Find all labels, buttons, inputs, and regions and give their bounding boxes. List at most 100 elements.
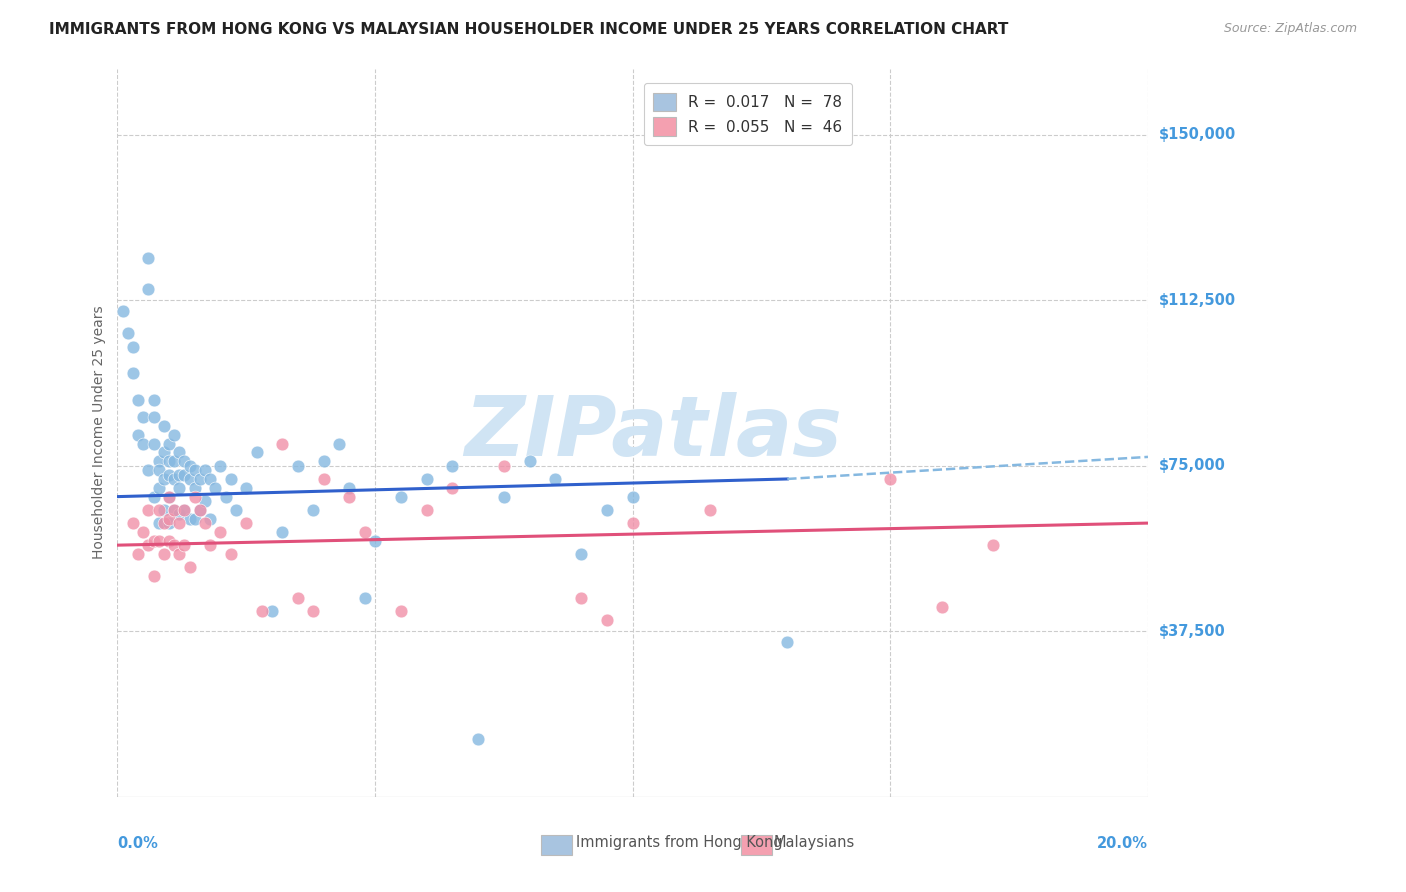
Point — [173, 503, 195, 517]
Point — [441, 458, 464, 473]
Point — [337, 481, 360, 495]
Point — [138, 463, 160, 477]
Point — [287, 458, 309, 473]
Point — [198, 511, 221, 525]
Point — [179, 458, 201, 473]
Point — [198, 472, 221, 486]
Point — [519, 454, 541, 468]
Legend: R =  0.017   N =  78, R =  0.055   N =  46: R = 0.017 N = 78, R = 0.055 N = 46 — [644, 84, 852, 145]
Point — [271, 436, 294, 450]
Y-axis label: Householder Income Under 25 years: Householder Income Under 25 years — [93, 306, 107, 559]
Point — [138, 538, 160, 552]
Point — [389, 604, 412, 618]
Point — [157, 533, 180, 548]
Point — [184, 463, 207, 477]
Point — [184, 490, 207, 504]
Point — [148, 516, 170, 530]
Point — [179, 472, 201, 486]
Point — [312, 454, 335, 468]
Point — [287, 591, 309, 606]
Point — [596, 613, 619, 627]
Point — [194, 494, 217, 508]
Point — [250, 604, 273, 618]
Point — [142, 392, 165, 407]
Point — [225, 503, 247, 517]
Text: IMMIGRANTS FROM HONG KONG VS MALAYSIAN HOUSEHOLDER INCOME UNDER 25 YEARS CORRELA: IMMIGRANTS FROM HONG KONG VS MALAYSIAN H… — [49, 22, 1008, 37]
Point — [353, 591, 375, 606]
Point — [163, 454, 186, 468]
Point — [157, 516, 180, 530]
Point — [214, 490, 236, 504]
Point — [132, 524, 155, 539]
Text: ZIPatlas: ZIPatlas — [464, 392, 842, 473]
Point — [169, 481, 191, 495]
Point — [569, 547, 592, 561]
Point — [173, 503, 195, 517]
Point — [163, 538, 186, 552]
Point — [157, 490, 180, 504]
Point — [153, 516, 176, 530]
Point — [596, 503, 619, 517]
Point — [699, 503, 721, 517]
Text: Immigrants from Hong Kong: Immigrants from Hong Kong — [576, 836, 783, 850]
Point — [157, 467, 180, 482]
Point — [122, 516, 145, 530]
Point — [122, 340, 145, 354]
Point — [188, 472, 211, 486]
Point — [312, 472, 335, 486]
Point — [184, 481, 207, 495]
Point — [142, 569, 165, 583]
Point — [931, 599, 953, 614]
Point — [337, 490, 360, 504]
Point — [204, 481, 226, 495]
Point — [157, 490, 180, 504]
Point — [142, 490, 165, 504]
Point — [364, 533, 387, 548]
Point — [173, 538, 195, 552]
Point — [157, 436, 180, 450]
Point — [492, 490, 515, 504]
Point — [163, 503, 186, 517]
Text: $37,500: $37,500 — [1159, 624, 1226, 639]
Point — [169, 467, 191, 482]
Point — [179, 511, 201, 525]
Point — [157, 511, 180, 525]
Point — [209, 458, 232, 473]
Point — [142, 533, 165, 548]
Point — [169, 516, 191, 530]
Point — [467, 732, 489, 747]
Point — [127, 392, 149, 407]
Point — [153, 547, 176, 561]
Point — [142, 436, 165, 450]
Point — [169, 547, 191, 561]
Point — [188, 503, 211, 517]
Point — [148, 463, 170, 477]
Point — [153, 445, 176, 459]
Point — [209, 524, 232, 539]
Point — [153, 472, 176, 486]
Text: 0.0%: 0.0% — [118, 836, 159, 851]
Point — [142, 410, 165, 425]
Point — [302, 503, 325, 517]
Point — [302, 604, 325, 618]
Point — [245, 445, 267, 459]
Point — [132, 410, 155, 425]
Point — [153, 503, 176, 517]
Point — [173, 454, 195, 468]
Point — [127, 547, 149, 561]
Point — [148, 481, 170, 495]
Point — [111, 304, 134, 318]
Point — [879, 472, 901, 486]
Text: $150,000: $150,000 — [1159, 128, 1236, 142]
Point — [173, 467, 195, 482]
Point — [198, 538, 221, 552]
Point — [163, 503, 186, 517]
Point — [441, 481, 464, 495]
Point — [194, 516, 217, 530]
Point — [153, 419, 176, 434]
Point — [157, 454, 180, 468]
Point — [163, 427, 186, 442]
Point — [983, 538, 1005, 552]
Point — [235, 516, 257, 530]
Point — [235, 481, 257, 495]
